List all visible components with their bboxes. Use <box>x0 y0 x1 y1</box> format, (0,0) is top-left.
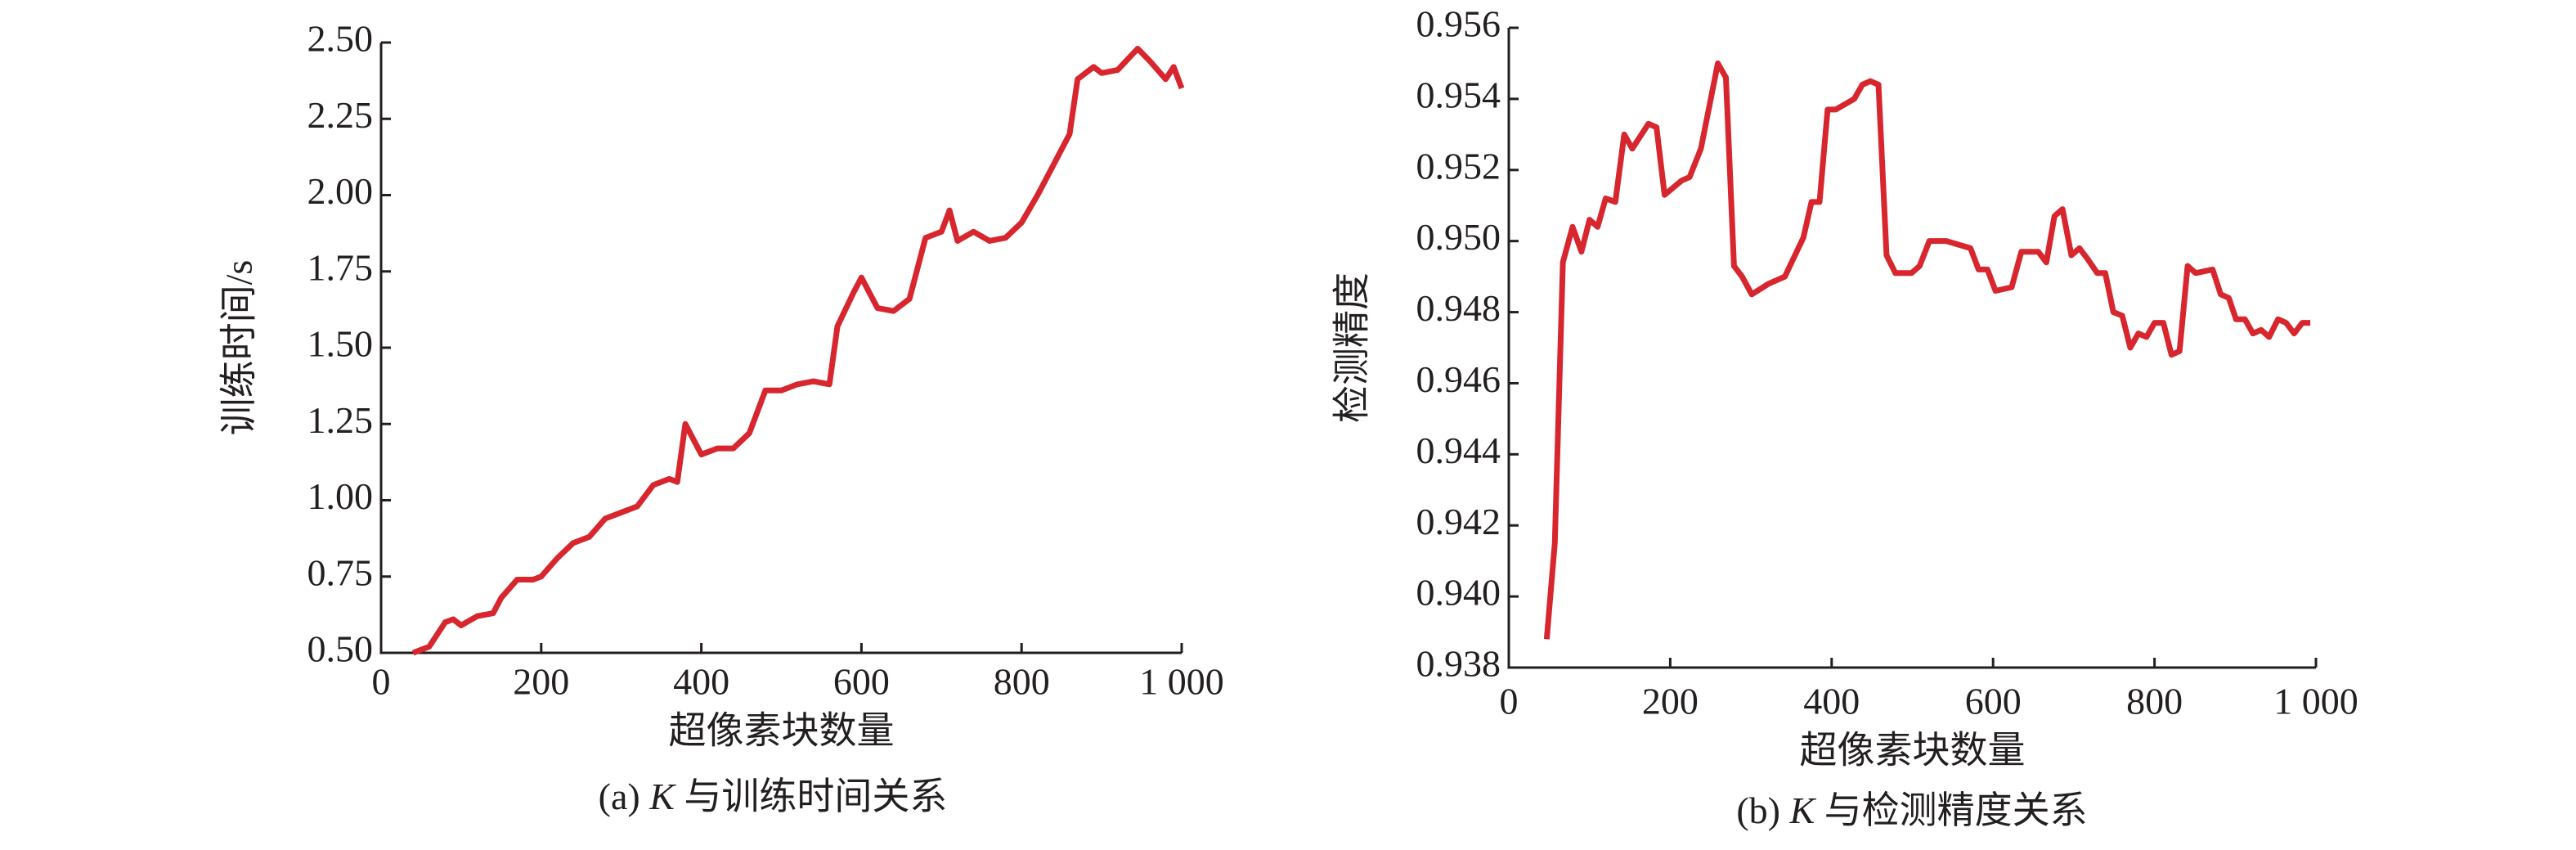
caption-part: 与检测精度关系 <box>1815 789 2088 831</box>
data-line <box>1543 60 2311 640</box>
caption-part: K <box>1788 789 1816 831</box>
y-tick-label: 1.75 <box>307 246 374 288</box>
y-tick-label: 0.944 <box>1416 429 1501 471</box>
caption-part: 与训练时间关系 <box>675 776 948 817</box>
x-tick-label: 1 000 <box>1139 661 1224 703</box>
y-tick-label: 2.50 <box>307 18 374 60</box>
x-tick-label: 400 <box>673 661 729 703</box>
y-tick-label: 0.940 <box>1416 572 1501 614</box>
y-tick-label: 0.956 <box>1416 3 1501 45</box>
x-tick-label: 0 <box>372 661 391 703</box>
x-tick-label: 800 <box>2126 681 2183 722</box>
x-tick-label: 600 <box>1965 681 2022 722</box>
y-tick-label: 0.938 <box>1416 643 1501 685</box>
y-tick-label: 1.25 <box>307 399 374 441</box>
y-axis-label: 检测精度 <box>1331 272 1373 423</box>
y-tick-label: 1.00 <box>307 475 374 517</box>
y-tick-label: 0.75 <box>307 551 374 593</box>
caption: (b) K 与检测精度关系 <box>1736 789 2087 831</box>
x-tick-label: 200 <box>1642 681 1699 722</box>
caption-part: (a) <box>599 776 650 817</box>
y-tick-label: 1.50 <box>307 323 374 365</box>
y-tick-label: 2.25 <box>307 94 374 136</box>
x-axis-label: 超像素块数量 <box>1800 730 2026 771</box>
y-axis-label: 训练时间/s <box>218 260 260 436</box>
x-tick-label: 800 <box>994 661 1050 703</box>
y-tick-label: 0.950 <box>1416 216 1501 258</box>
y-tick-label: 0.946 <box>1416 358 1501 400</box>
data-line <box>411 45 1185 656</box>
y-tick-label: 0.942 <box>1416 501 1501 542</box>
caption: (a) K 与训练时间关系 <box>599 776 948 817</box>
x-tick-label: 400 <box>1803 681 1860 722</box>
caption-part: K <box>648 776 676 817</box>
x-tick-label: 200 <box>513 661 569 703</box>
y-tick-label: 2.00 <box>307 170 374 212</box>
axis-lines <box>379 43 1182 654</box>
x-tick-label: 1 000 <box>2273 681 2358 722</box>
y-tick-label: 0.954 <box>1416 74 1501 115</box>
y-tick-label: 0.948 <box>1416 287 1501 329</box>
x-tick-label: 600 <box>833 661 890 703</box>
x-axis-label: 超像素块数量 <box>669 710 895 752</box>
y-tick-label: 0.952 <box>1416 145 1501 187</box>
axis-lines <box>1507 28 2316 669</box>
x-tick-label: 0 <box>1500 681 1519 722</box>
caption-part: (b) <box>1736 789 1789 831</box>
y-tick-label: 0.50 <box>307 628 374 670</box>
